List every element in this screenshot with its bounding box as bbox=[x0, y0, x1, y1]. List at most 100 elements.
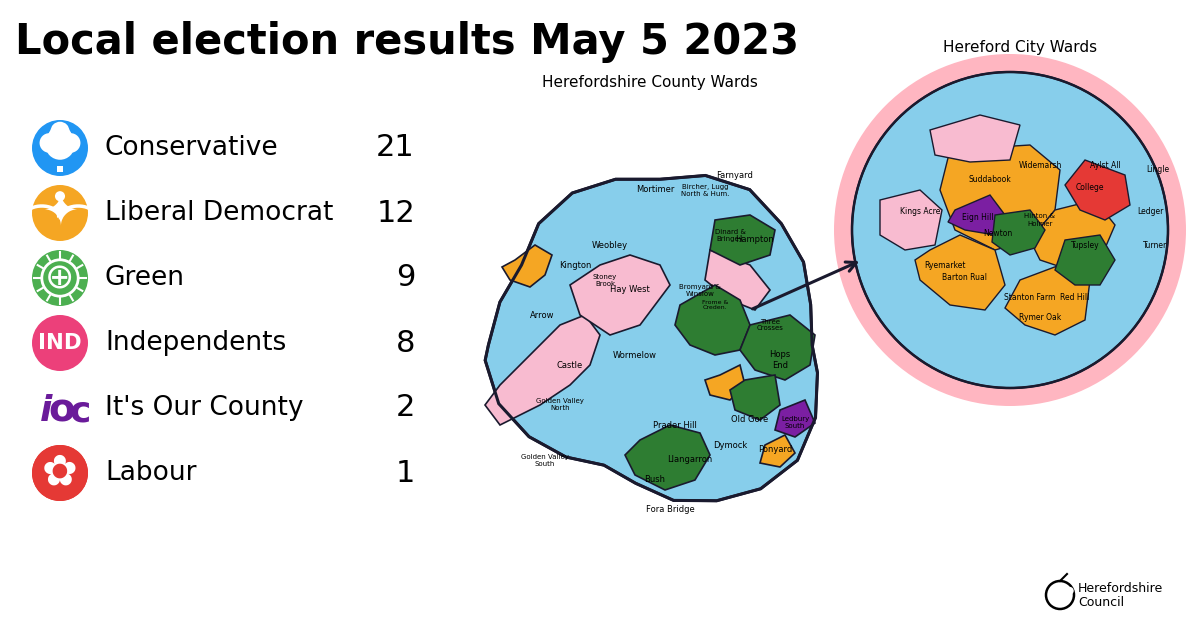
Text: Weobley: Weobley bbox=[592, 241, 628, 249]
Text: Old Gore: Old Gore bbox=[731, 416, 769, 425]
Text: College: College bbox=[1075, 183, 1104, 193]
Polygon shape bbox=[1066, 160, 1130, 220]
Text: 8: 8 bbox=[396, 328, 415, 357]
Text: Prader Hill: Prader Hill bbox=[653, 420, 697, 430]
Polygon shape bbox=[880, 190, 942, 250]
Text: Newton: Newton bbox=[983, 229, 1013, 239]
Text: Red Hill: Red Hill bbox=[1061, 294, 1090, 302]
Text: Aylst All: Aylst All bbox=[1090, 161, 1121, 169]
Text: Mortimer: Mortimer bbox=[636, 185, 674, 195]
Text: Herefordshire: Herefordshire bbox=[1078, 583, 1163, 595]
Polygon shape bbox=[775, 400, 815, 437]
Circle shape bbox=[834, 54, 1186, 406]
Text: Llangarron: Llangarron bbox=[667, 455, 713, 464]
Text: 21: 21 bbox=[377, 134, 415, 163]
Text: Stanton Farm: Stanton Farm bbox=[1004, 294, 1056, 302]
Circle shape bbox=[48, 126, 72, 151]
Text: Frome &
Creden.: Frome & Creden. bbox=[702, 300, 728, 311]
Text: Hay West: Hay West bbox=[610, 285, 650, 294]
Text: Hampton: Hampton bbox=[736, 236, 774, 244]
Text: Ryemarket: Ryemarket bbox=[924, 260, 966, 270]
Circle shape bbox=[40, 133, 59, 152]
Text: Bush: Bush bbox=[644, 476, 666, 484]
Polygon shape bbox=[730, 375, 780, 420]
Text: o: o bbox=[49, 392, 76, 430]
Text: It's Our County: It's Our County bbox=[106, 395, 304, 421]
Circle shape bbox=[32, 445, 88, 501]
Text: Kington: Kington bbox=[559, 260, 592, 270]
Polygon shape bbox=[485, 315, 600, 425]
Polygon shape bbox=[674, 285, 750, 355]
Polygon shape bbox=[625, 425, 710, 490]
Polygon shape bbox=[58, 166, 64, 172]
Text: Farnyard: Farnyard bbox=[716, 171, 754, 180]
Text: Rymer Oak: Rymer Oak bbox=[1019, 314, 1061, 323]
Text: Wormelow: Wormelow bbox=[613, 350, 658, 360]
Text: Independents: Independents bbox=[106, 330, 287, 356]
Text: Ledger: Ledger bbox=[1136, 207, 1163, 217]
Text: Suddabook: Suddabook bbox=[968, 176, 1012, 185]
Circle shape bbox=[50, 122, 70, 140]
Text: Golden Valley
North: Golden Valley North bbox=[536, 399, 584, 411]
Text: Labour: Labour bbox=[106, 460, 197, 486]
Text: IND: IND bbox=[38, 333, 82, 353]
Text: 2: 2 bbox=[396, 394, 415, 423]
Polygon shape bbox=[760, 435, 796, 467]
Polygon shape bbox=[706, 365, 745, 400]
Text: 12: 12 bbox=[377, 198, 415, 227]
Text: Ledbury
South: Ledbury South bbox=[781, 416, 809, 430]
Text: Stoney
Brook: Stoney Brook bbox=[593, 273, 617, 287]
Circle shape bbox=[32, 315, 88, 371]
Text: 9: 9 bbox=[396, 263, 415, 292]
Polygon shape bbox=[1030, 200, 1115, 270]
Text: Local election results May 5 2023: Local election results May 5 2023 bbox=[14, 21, 799, 63]
Text: Hinton &
Holmer: Hinton & Holmer bbox=[1025, 214, 1056, 227]
Text: Arrow: Arrow bbox=[529, 311, 554, 319]
Text: c: c bbox=[70, 394, 91, 428]
Text: Dinard &
Bringey: Dinard & Bringey bbox=[714, 229, 745, 241]
Text: Three
Crosses: Three Crosses bbox=[756, 319, 784, 331]
Polygon shape bbox=[710, 215, 775, 265]
Circle shape bbox=[1066, 587, 1074, 595]
Circle shape bbox=[55, 191, 65, 201]
Text: Bromyard &
Winslow: Bromyard & Winslow bbox=[679, 284, 721, 297]
Text: ✦: ✦ bbox=[42, 192, 78, 234]
Text: Eign Hill: Eign Hill bbox=[962, 214, 994, 222]
Text: i: i bbox=[40, 394, 52, 428]
Polygon shape bbox=[948, 195, 1006, 235]
Circle shape bbox=[61, 133, 80, 152]
Text: Herefordshire County Wards: Herefordshire County Wards bbox=[542, 75, 758, 90]
Text: Barton Rual: Barton Rual bbox=[942, 273, 988, 282]
Polygon shape bbox=[485, 176, 817, 501]
Text: Fora Bridge: Fora Bridge bbox=[646, 505, 695, 515]
Polygon shape bbox=[940, 145, 1060, 250]
Text: Green: Green bbox=[106, 265, 185, 291]
Polygon shape bbox=[992, 210, 1045, 255]
Polygon shape bbox=[706, 250, 770, 310]
Text: 1: 1 bbox=[396, 459, 415, 488]
Text: Hops
End: Hops End bbox=[769, 350, 791, 370]
Polygon shape bbox=[740, 315, 815, 380]
Text: Council: Council bbox=[1078, 597, 1124, 609]
Circle shape bbox=[852, 72, 1168, 388]
Text: Liberal Democrat: Liberal Democrat bbox=[106, 200, 334, 226]
Text: Ponyard: Ponyard bbox=[758, 445, 792, 454]
Text: Castle: Castle bbox=[557, 360, 583, 370]
Polygon shape bbox=[502, 245, 552, 287]
Circle shape bbox=[32, 185, 88, 241]
Circle shape bbox=[32, 120, 88, 176]
Text: Widemarsh: Widemarsh bbox=[1019, 161, 1062, 169]
Circle shape bbox=[32, 445, 88, 501]
Text: Dymock: Dymock bbox=[713, 440, 748, 449]
Text: Golden Valley
South: Golden Valley South bbox=[521, 454, 569, 466]
Polygon shape bbox=[1055, 235, 1115, 285]
Polygon shape bbox=[570, 255, 670, 335]
Text: Hereford City Wards: Hereford City Wards bbox=[943, 40, 1097, 55]
Text: Conservative: Conservative bbox=[106, 135, 278, 161]
Polygon shape bbox=[916, 235, 1006, 310]
Text: ⊕: ⊕ bbox=[46, 261, 74, 295]
Text: Bircher, Lugg
North & Hum.: Bircher, Lugg North & Hum. bbox=[680, 183, 730, 197]
Circle shape bbox=[32, 250, 88, 306]
Text: Lingle: Lingle bbox=[1146, 166, 1170, 175]
Polygon shape bbox=[930, 115, 1020, 162]
